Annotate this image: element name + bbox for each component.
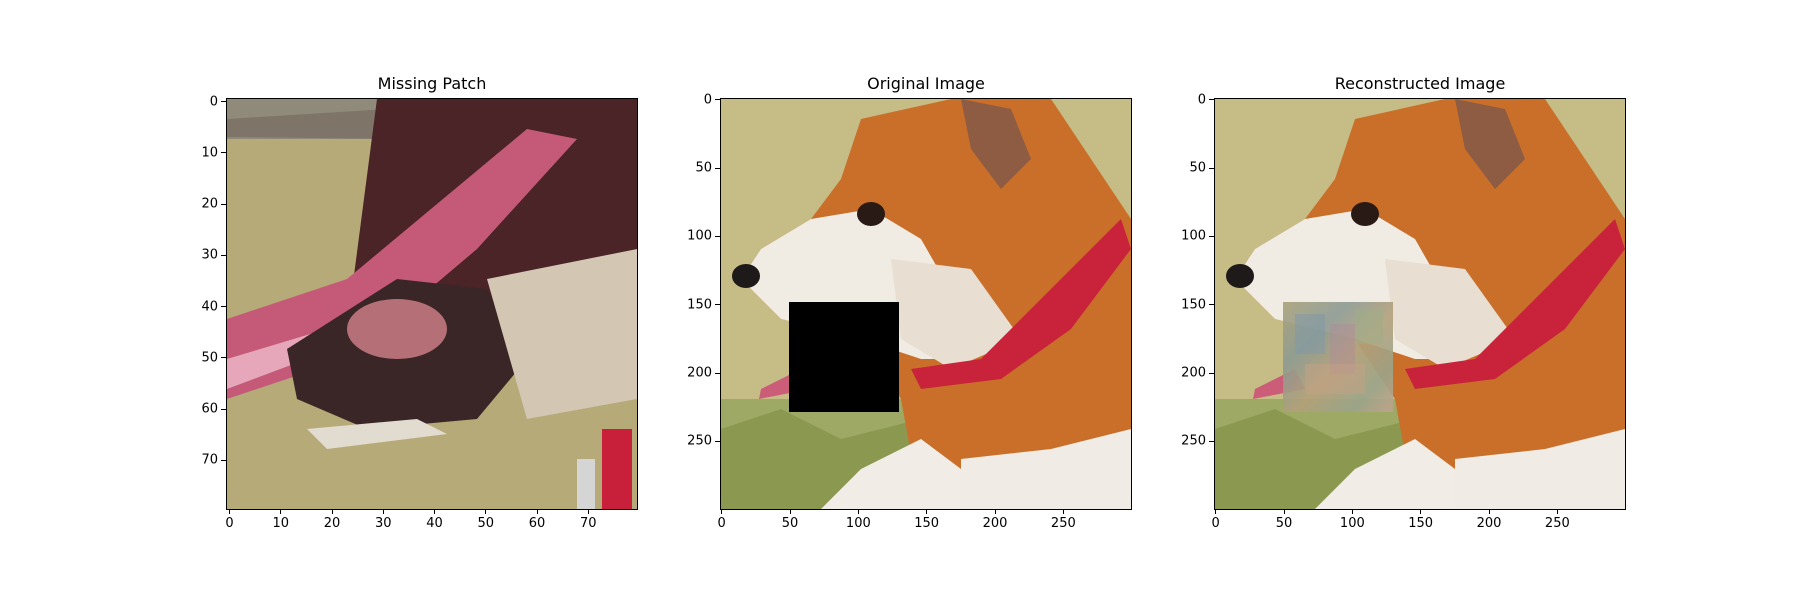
panel-1-x-tick [382,509,384,514]
panel-1-x-tick-label: 0 [225,516,234,531]
panel-1-y-tick [221,459,226,461]
panel-2-y-tick [715,99,720,101]
panel-3-y-tick [1209,440,1214,442]
panel-3-x-tick [1283,509,1285,514]
panel-3-y-tick-label: 250 [1181,433,1206,449]
panel-3-y-tick [1209,304,1214,306]
panel-2-x-tick [994,509,996,514]
panel-2-x-tick-label: 100 [845,516,871,531]
panel-3-y-tick [1209,235,1214,237]
panel-1-y-tick [221,306,226,308]
panel-1-x-tick-label: 50 [477,516,495,531]
panel-1-x-tick-label: 70 [580,516,597,531]
panel-1-y-tick-label: 50 [201,350,218,366]
panel-2-y-tick-label: 100 [687,228,712,244]
panel-3-x-tick [1215,509,1217,514]
panel-1-x-tick-label: 20 [323,516,341,531]
panel-2-x-tick [721,509,723,514]
panel-1-y-tick [221,101,226,103]
panel-1-y-tick [221,408,226,410]
panel-3-y-tick-label: 100 [1181,228,1206,244]
panel-2-title: Original Image [867,74,985,93]
panel-2-y-tick [715,235,720,237]
panel-3-y-tick-label: 0 [1197,92,1206,108]
panel-3-x-tick-label: 200 [1476,516,1502,531]
panel-1-x-tick-label: 60 [528,516,546,531]
panel-2-x-tick-label: 150 [914,516,940,531]
panel-2-y-tick-label: 200 [687,365,712,381]
panel-1-y-tick-label: 10 [201,145,218,161]
panel-3-y-tick [1209,167,1214,169]
panel-1-x-tick [587,509,589,514]
panel-3-title: Reconstructed Image [1334,74,1506,93]
panel-2-y-tick-label: 0 [703,92,712,108]
panel-2-y-tick [715,440,720,442]
panel-1-x-tick-label: 30 [375,516,392,531]
panel-1-x-tick [536,509,538,514]
panel-2-x-tick [926,509,928,514]
panel-1-x-tick-label: 10 [272,516,290,531]
panel-2-x-tick [789,509,791,514]
panel-2-y-tick-label: 250 [687,433,712,449]
panel-2-y-tick [715,304,720,306]
panel-3-x-tick-label: 50 [1275,516,1293,531]
panel-2-x-tick [857,509,859,514]
panel-1-title: Missing Patch [377,74,487,93]
panel-1-x-tick [280,509,282,514]
panel-2-x-tick-label: 50 [781,516,799,531]
panel-2-y-tick [715,167,720,169]
panel-1-y-tick [221,203,226,205]
panel-3-y-tick-label: 50 [1189,160,1206,176]
panel-3-x-tick [1488,509,1490,514]
panel-3-y-tick [1209,99,1214,101]
panel-3-x-tick [1556,509,1558,514]
panel-1-x-tick [434,509,436,514]
panel-1-x-tick [229,509,231,514]
original-image [721,99,1131,509]
reconstructed-image [1215,99,1625,509]
panel-1-y-tick [221,152,226,154]
panel-1-x-tick [331,509,333,514]
panel-3-x-tick [1420,509,1422,514]
panel-2-x-tick-label: 200 [982,516,1008,531]
panel-1-y-tick-label: 30 [201,247,218,263]
panel-1-x-tick [485,509,487,514]
panel-1-x-tick-label: 40 [426,516,443,531]
panel-2-y-tick [715,372,720,374]
panel-3-x-tick-label: 250 [1544,516,1570,531]
panel-3-y-tick-label: 150 [1181,297,1206,313]
panel-2-x-tick [1062,509,1064,514]
panel-3-x-tick-label: 100 [1339,516,1365,531]
panel-3-y-tick [1209,372,1214,374]
panel-3-x-tick-label: 150 [1408,516,1434,531]
panel-1-y-tick-label: 70 [201,452,218,468]
panel-1-y-tick-label: 60 [201,401,218,417]
panel-1-y-tick [221,254,226,256]
panel-1-y-tick-label: 20 [201,196,218,212]
panel-2-x-tick-label: 250 [1050,516,1076,531]
panel-1-y-tick-label: 40 [201,299,218,315]
panel-3-x-tick [1351,509,1353,514]
panel-1-y-tick [221,357,226,359]
panel-3-y-tick-label: 200 [1181,365,1206,381]
panel-2-y-tick-label: 150 [687,297,712,313]
panel-2-x-tick-label: 0 [717,516,726,531]
missing-patch-image [227,99,637,509]
panel-2-y-tick-label: 50 [695,160,712,176]
panel-3-x-tick-label: 0 [1211,516,1220,531]
panel-1-y-tick-label: 0 [209,94,218,110]
